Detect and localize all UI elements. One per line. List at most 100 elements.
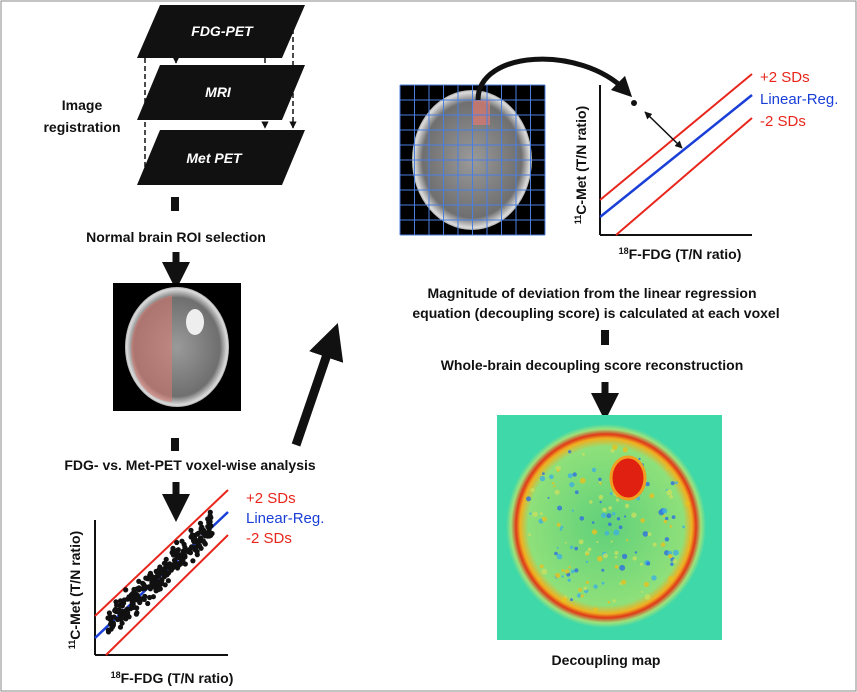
speck — [565, 569, 569, 573]
speck — [542, 517, 547, 522]
speck — [589, 500, 592, 503]
speck — [606, 513, 611, 518]
speck — [611, 540, 613, 542]
speck — [552, 482, 554, 484]
speck — [548, 497, 550, 499]
figure: FDG-PET MRI Met PET Image registration N… — [0, 0, 857, 692]
deviation-arrow — [645, 112, 682, 148]
scatter-dot — [192, 539, 197, 544]
legend-entry: Linear-Reg. — [246, 510, 324, 527]
speck — [669, 495, 673, 499]
speck — [622, 554, 627, 559]
scatter-dot — [118, 598, 123, 603]
speck — [592, 529, 597, 534]
speck — [561, 575, 563, 577]
scatter-dot — [174, 561, 179, 566]
speck — [554, 552, 558, 556]
scatter-dot — [123, 587, 128, 592]
arrow — [296, 340, 332, 445]
speck — [557, 506, 562, 511]
scatter-dot — [186, 549, 191, 554]
speck — [596, 541, 598, 543]
speck — [614, 551, 618, 555]
speck — [588, 548, 592, 552]
speck — [616, 499, 619, 502]
speck — [574, 547, 578, 551]
legend-entry: -2 SDs — [246, 530, 292, 547]
lower-sd-line — [616, 118, 752, 235]
speck — [619, 525, 623, 529]
speck — [529, 513, 531, 515]
speck — [648, 532, 652, 536]
speck — [530, 488, 534, 492]
speck — [663, 515, 665, 517]
speck — [575, 490, 579, 494]
legend-entry: Linear-Reg. — [760, 91, 838, 108]
speck — [673, 559, 677, 563]
scatter-dot — [147, 595, 152, 600]
speck — [653, 543, 657, 547]
scatter-dot — [136, 585, 141, 590]
scatter-dot — [208, 513, 213, 518]
speck — [617, 517, 620, 520]
scatter-dot — [156, 573, 161, 578]
speck — [612, 444, 618, 450]
scatter-dot — [151, 575, 156, 580]
speck — [605, 531, 610, 536]
isotope: 18 — [619, 246, 629, 256]
speck — [568, 566, 570, 568]
scatter-dot — [136, 579, 141, 584]
scatter-dot — [198, 521, 203, 526]
scatter-dot — [170, 546, 175, 551]
speck — [573, 472, 577, 476]
speck — [624, 515, 626, 517]
speck — [666, 467, 669, 470]
scatter-dot — [195, 532, 200, 537]
speck — [623, 447, 628, 452]
speck — [583, 586, 587, 590]
scatter-dot — [142, 583, 147, 588]
scatter-dot — [174, 540, 179, 545]
scatter-dot — [182, 553, 187, 558]
speck — [601, 569, 604, 572]
speck — [580, 594, 583, 597]
lower-sd-line — [106, 535, 228, 655]
speck — [602, 582, 605, 585]
axis-label: F-FDG (T/N ratio) — [121, 670, 234, 686]
speck — [538, 577, 541, 580]
scatter-dot — [171, 552, 176, 557]
axis-label: C-Met (T/N ratio) — [67, 531, 83, 640]
speck — [549, 475, 554, 480]
speck — [649, 493, 654, 498]
step-label: Magnitude of deviation from the linear r… — [427, 285, 756, 301]
scatter-dot — [149, 580, 154, 585]
speck — [603, 553, 608, 558]
speck — [592, 521, 595, 524]
speck — [612, 512, 615, 515]
scatter-dot — [156, 587, 161, 592]
isotope: 18 — [111, 670, 121, 680]
scatter-dot — [108, 614, 113, 619]
scatter-dot — [166, 570, 171, 575]
isotope: 11 — [67, 640, 77, 650]
speck — [621, 580, 626, 585]
speck — [592, 468, 596, 472]
speck — [557, 469, 560, 472]
speck — [601, 513, 606, 518]
speck — [608, 523, 612, 527]
speck — [651, 575, 656, 580]
scatter-dot — [130, 600, 135, 605]
connector — [601, 330, 609, 345]
speck — [574, 568, 578, 572]
scatter-dot — [120, 609, 125, 614]
speck — [580, 516, 585, 521]
speck — [631, 512, 636, 517]
speck — [640, 518, 645, 523]
legend-entry: +2 SDs — [246, 490, 296, 507]
registration-label: registration — [43, 119, 120, 135]
scatter-dot — [110, 624, 115, 629]
speck — [641, 591, 643, 593]
speck — [526, 496, 531, 501]
speck — [578, 588, 582, 592]
speck — [528, 533, 531, 536]
